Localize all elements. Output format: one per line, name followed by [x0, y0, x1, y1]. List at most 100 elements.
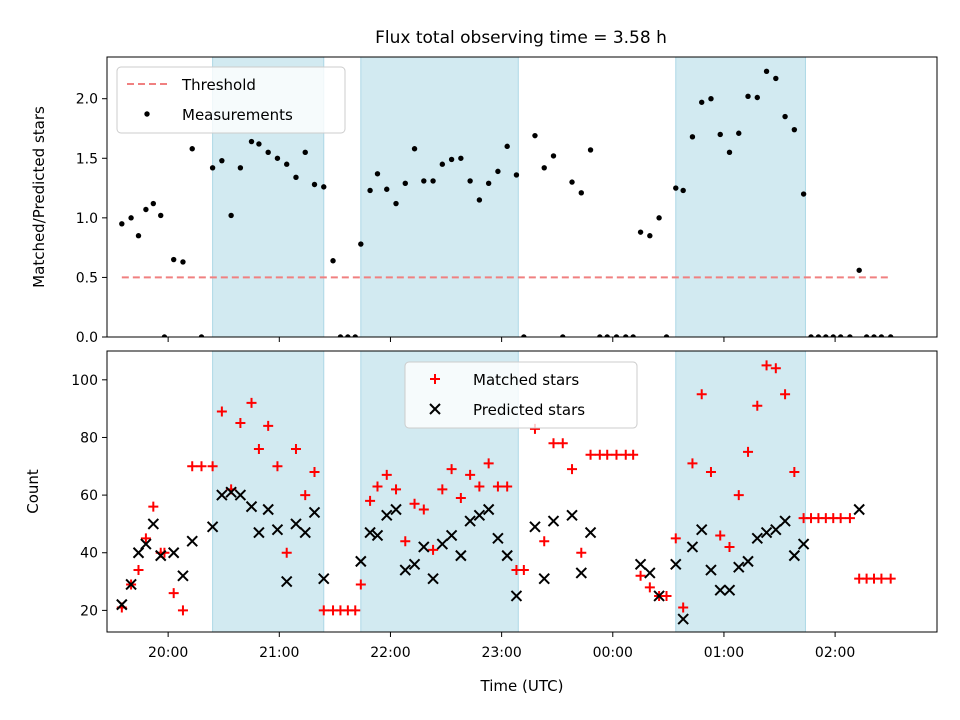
- measurement-point: [763, 68, 770, 74]
- x-tick-label: 02:00: [815, 645, 855, 661]
- measurement-point: [411, 146, 418, 152]
- matched-point: [557, 438, 568, 449]
- measurement-point: [815, 334, 822, 337]
- measurement-point: [476, 197, 483, 203]
- matched-point: [876, 573, 887, 584]
- predicted-point: [225, 486, 237, 498]
- measurement-point: [180, 259, 186, 265]
- axes-frame: [106, 56, 938, 338]
- predicted-point: [510, 590, 523, 602]
- predicted-point: [436, 538, 449, 550]
- matched-point: [752, 400, 763, 411]
- y-tick-label: 60: [80, 488, 98, 504]
- measurement-point: [256, 141, 262, 147]
- measurement-point: [871, 334, 877, 337]
- matched-point: [272, 461, 283, 472]
- observing-interval: [675, 351, 806, 632]
- measurement-point: [604, 334, 610, 337]
- predicted-point: [399, 564, 411, 576]
- matched-point: [290, 443, 301, 454]
- measurement-point: [808, 334, 814, 337]
- measurement-point: [119, 221, 125, 227]
- measurement-point: [630, 334, 636, 337]
- measurement-point: [717, 131, 723, 138]
- measurement-point: [541, 165, 547, 171]
- predicted-point: [547, 515, 560, 527]
- x-tick-label: 22:00: [370, 645, 410, 661]
- x-tick-label: 00:00: [593, 645, 633, 661]
- predicted-point: [364, 526, 376, 539]
- y-tick-label: 0.5: [76, 270, 98, 286]
- y-tick-label: 40: [80, 546, 98, 562]
- measurement-point: [699, 99, 705, 105]
- measurement-point: [754, 94, 760, 101]
- measurement-point: [143, 206, 149, 213]
- matched-point: [678, 602, 689, 613]
- matched-point: [518, 565, 529, 576]
- measurement-point: [495, 168, 501, 175]
- matched-point: [576, 547, 587, 558]
- matched-point: [246, 397, 257, 408]
- matched-point: [548, 438, 559, 449]
- matched-point: [780, 389, 791, 400]
- predicted-point: [455, 549, 467, 562]
- x-tick-label: 01:00: [704, 645, 744, 661]
- measurement-point: [330, 258, 336, 264]
- predicted-point: [177, 570, 189, 582]
- legend-measurement-label: Measurements: [182, 106, 293, 124]
- measurement-point: [673, 185, 679, 191]
- measurement-point: [367, 187, 373, 194]
- predicted-point: [427, 572, 439, 585]
- matched-point: [168, 588, 179, 599]
- measurement-point: [284, 161, 290, 167]
- measurement-point: [421, 178, 427, 184]
- measurement-point: [189, 146, 195, 152]
- predicted-point: [253, 526, 265, 539]
- measurement-point: [248, 138, 255, 145]
- x-axis-label: Time (UTC): [480, 677, 564, 695]
- matched-point: [474, 481, 485, 492]
- legend-measurement-swatch: [144, 111, 150, 117]
- measurement-point: [597, 334, 603, 337]
- measurement-point: [161, 334, 168, 337]
- predicted-point: [140, 538, 152, 550]
- predicted-point: [853, 503, 865, 516]
- matched-point: [455, 492, 466, 503]
- matched-point: [611, 449, 622, 460]
- measurement-point: [237, 165, 244, 171]
- x-tick-label: 20:00: [148, 645, 188, 661]
- y-tick-label: 1.5: [76, 151, 98, 167]
- matched-point: [885, 573, 896, 584]
- measurement-point: [150, 200, 157, 207]
- observing-interval: [675, 57, 806, 337]
- predicted-point: [723, 584, 736, 596]
- predicted-point: [390, 503, 402, 516]
- measurement-point: [311, 181, 318, 188]
- predicted-point: [677, 613, 689, 625]
- predicted-point: [408, 558, 421, 570]
- measurement-point: [448, 156, 455, 163]
- predicted-point: [381, 509, 393, 521]
- predicted-point: [696, 523, 708, 536]
- measurement-point: [402, 180, 408, 186]
- predicted-point: [371, 529, 384, 542]
- measurement-point: [613, 334, 620, 337]
- predicted-point: [245, 500, 258, 513]
- measurement-point: [135, 233, 142, 239]
- measurement-point: [393, 200, 399, 207]
- matched-point: [661, 590, 672, 601]
- matched-point: [350, 605, 361, 616]
- measurement-point: [647, 233, 653, 239]
- measurement-point: [485, 180, 492, 186]
- y-tick-label: 80: [80, 430, 98, 446]
- matched-point: [483, 458, 494, 469]
- predicted-point: [299, 526, 311, 539]
- x-tick-label: 23:00: [481, 645, 521, 661]
- matched-point: [300, 490, 311, 501]
- legend-predicted-swatch: [429, 403, 441, 415]
- matched-point: [835, 513, 846, 524]
- predicted-point: [733, 561, 745, 573]
- predicted-point: [418, 541, 430, 553]
- measurement-point: [352, 334, 358, 337]
- measurement-point: [637, 229, 644, 235]
